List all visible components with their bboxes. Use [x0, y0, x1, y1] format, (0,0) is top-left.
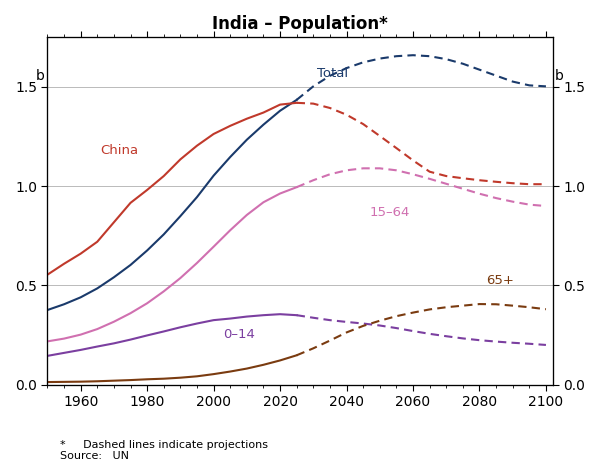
Title: India – Population*: India – Population*: [212, 15, 388, 33]
Text: 65+: 65+: [486, 274, 514, 287]
Text: Total: Total: [317, 67, 348, 80]
Text: *     Dashed lines indicate projections: * Dashed lines indicate projections: [60, 440, 268, 450]
Text: 15–64: 15–64: [370, 206, 410, 219]
Text: Source:   UN: Source: UN: [60, 452, 129, 461]
Text: b: b: [555, 69, 564, 83]
Text: China: China: [101, 144, 139, 157]
Text: b: b: [36, 69, 45, 83]
Text: 0–14: 0–14: [224, 328, 256, 341]
